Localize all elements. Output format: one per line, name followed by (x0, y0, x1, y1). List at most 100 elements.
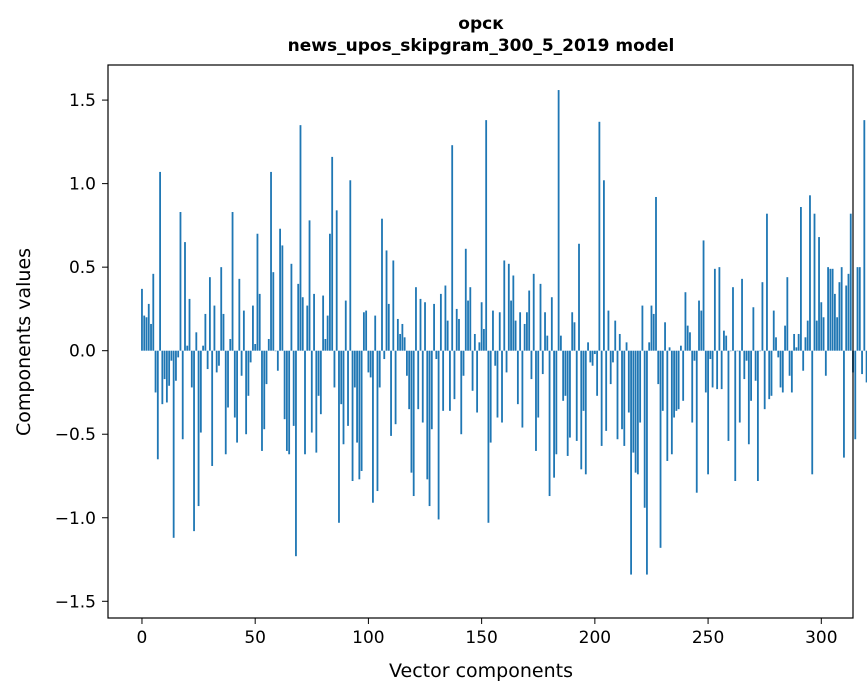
bar-57 (270, 171, 272, 351)
y-tick-label-0: −1.5 (55, 592, 96, 612)
bar-61 (279, 228, 281, 351)
bar-146 (471, 350, 474, 391)
bar-281 (777, 350, 780, 358)
bar-278 (770, 350, 773, 396)
bar-101 (369, 350, 372, 378)
bar-114 (399, 333, 402, 351)
bar-137 (451, 145, 454, 351)
y-tick-label-6: 1.5 (69, 91, 96, 111)
bar-194 (580, 350, 583, 470)
y-tick-label-3: 0.0 (69, 342, 96, 362)
bar-228 (657, 350, 660, 385)
bar-229 (659, 350, 662, 548)
bar-201 (596, 350, 599, 396)
bar-230 (661, 350, 664, 411)
bar-311 (845, 285, 848, 351)
bar-62 (281, 245, 284, 351)
bar-39 (229, 338, 232, 351)
bar-290 (797, 333, 800, 351)
bar-231 (664, 322, 666, 351)
bar-223 (646, 350, 648, 575)
bar-78 (317, 350, 320, 396)
bar-54 (263, 350, 266, 430)
bar-133 (442, 350, 445, 411)
bar-68 (295, 350, 297, 557)
bar-91 (347, 350, 349, 426)
bar-113 (396, 318, 399, 351)
bar-160 (503, 260, 506, 351)
bar-89 (342, 350, 345, 445)
bar-119 (410, 350, 413, 473)
bar-13 (170, 350, 173, 361)
bar-206 (607, 310, 610, 351)
bar-108 (385, 250, 388, 351)
bar-14 (172, 350, 175, 538)
bar-103 (374, 315, 377, 351)
bar-178 (544, 312, 546, 351)
bar-102 (372, 350, 374, 503)
bar-81 (324, 338, 327, 351)
bar-53 (261, 350, 263, 451)
bar-151 (482, 328, 485, 351)
bar-159 (501, 350, 503, 423)
bar-127 (428, 350, 431, 507)
bar-196 (584, 350, 587, 475)
bar-305 (831, 268, 834, 351)
bar-95 (356, 350, 358, 443)
bar-85 (333, 350, 336, 388)
bar-131 (437, 350, 440, 520)
bar-55 (265, 350, 268, 385)
bar-315 (854, 350, 857, 440)
bar-20 (186, 345, 189, 351)
bar-186 (562, 350, 565, 401)
bar-150 (480, 302, 483, 351)
bar-128 (430, 350, 433, 430)
bar-43 (238, 278, 241, 351)
bar-211 (618, 333, 621, 351)
bar-237 (677, 350, 680, 410)
bar-129 (433, 303, 435, 351)
bar-307 (836, 317, 839, 351)
bar-190 (571, 312, 574, 351)
bar-240 (684, 292, 687, 351)
bar-243 (691, 350, 694, 423)
bar-161 (505, 350, 508, 373)
bar-37 (224, 350, 227, 455)
bar-147 (473, 333, 476, 351)
bar-12 (168, 350, 171, 386)
bar-272 (756, 350, 759, 481)
bar-3 (147, 303, 150, 351)
bar-46 (245, 350, 248, 435)
bar-38 (227, 350, 229, 408)
bar-7 (156, 350, 159, 460)
bar-207 (609, 350, 612, 385)
bar-299 (818, 237, 820, 351)
bar-292 (802, 350, 805, 371)
bar-249 (704, 350, 707, 393)
bar-215 (627, 350, 630, 413)
bar-171 (528, 290, 531, 351)
bar-218 (634, 350, 637, 473)
bar-254 (716, 350, 719, 390)
bar-60 (276, 350, 279, 371)
bar-149 (478, 342, 481, 351)
bar-27 (202, 345, 205, 351)
bar-199 (591, 350, 594, 366)
bar-270 (752, 307, 755, 351)
bar-143 (464, 248, 467, 351)
bar-266 (743, 350, 746, 380)
bar-135 (446, 320, 449, 351)
bar-232 (666, 350, 669, 461)
bar-291 (800, 207, 802, 351)
bar-173 (532, 273, 535, 351)
bar-107 (383, 350, 386, 360)
bar-0 (141, 288, 143, 351)
bar-212 (621, 350, 623, 430)
bar-192 (575, 350, 578, 441)
bar-245 (695, 350, 698, 493)
bar-318 (861, 350, 863, 375)
bar-271 (754, 350, 757, 381)
bar-65 (288, 350, 291, 455)
bar-262 (734, 350, 737, 481)
bar-31 (211, 350, 214, 466)
